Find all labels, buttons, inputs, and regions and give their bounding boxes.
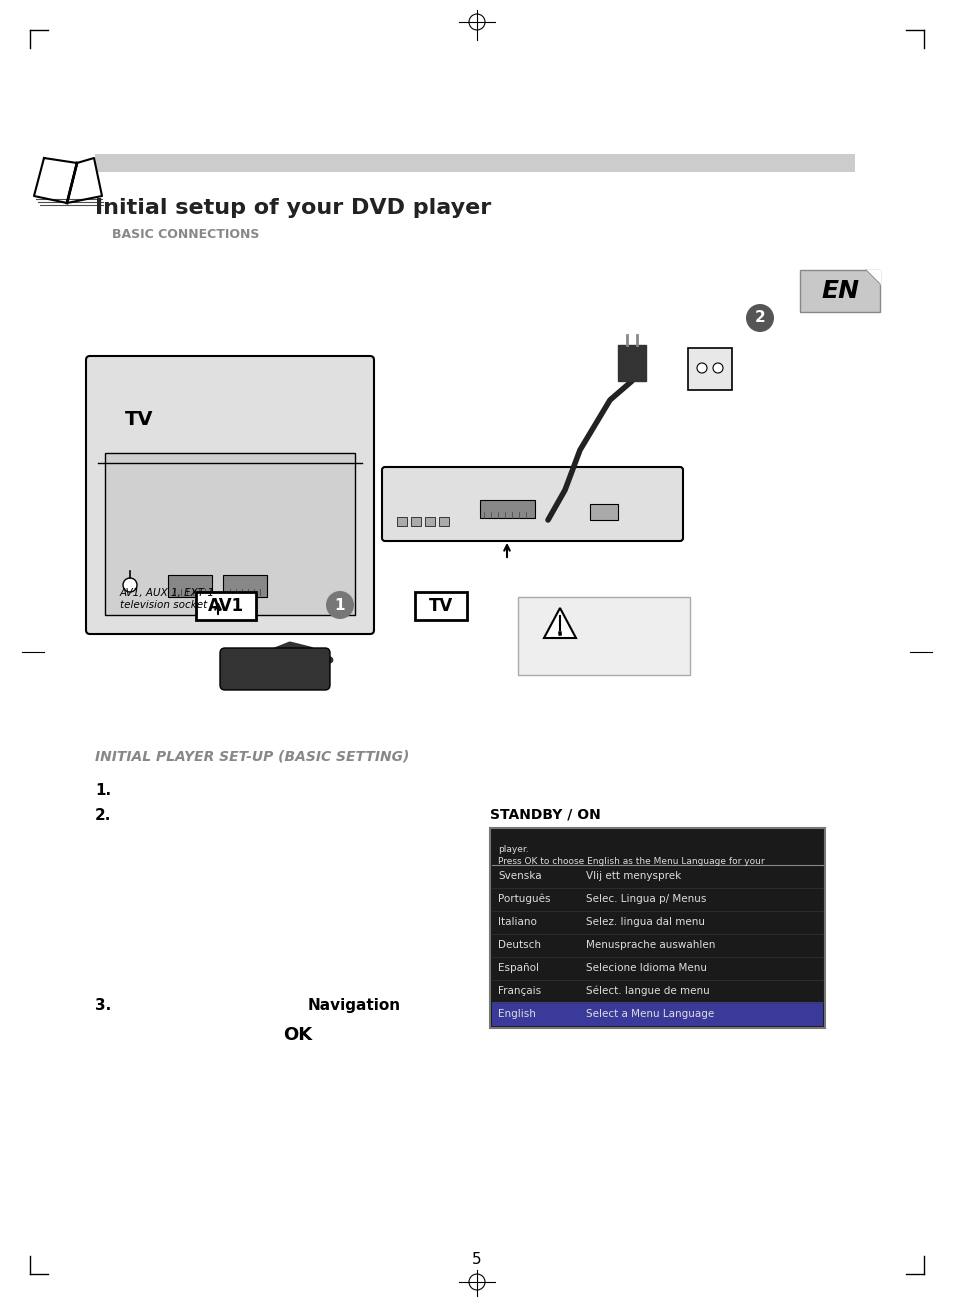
- Bar: [490, 828, 824, 1028]
- Text: AV1: AV1: [208, 597, 244, 615]
- FancyBboxPatch shape: [220, 648, 330, 690]
- Bar: [411, 516, 420, 526]
- FancyBboxPatch shape: [381, 467, 682, 541]
- Polygon shape: [34, 158, 77, 203]
- Bar: [396, 516, 407, 526]
- Bar: [438, 516, 449, 526]
- Text: Svenska: Svenska: [497, 871, 541, 882]
- Text: Italiano: Italiano: [497, 917, 537, 927]
- Text: Español: Español: [497, 962, 538, 973]
- Bar: [687, 348, 731, 390]
- Text: Navigation: Navigation: [308, 998, 400, 1013]
- Text: OK: OK: [283, 1026, 312, 1045]
- Text: Deutsch: Deutsch: [497, 940, 540, 951]
- Bar: [424, 516, 435, 526]
- Text: 1: 1: [335, 597, 345, 613]
- Text: Português: Português: [497, 893, 550, 904]
- Text: STANDBY / ON: STANDBY / ON: [490, 808, 600, 822]
- Text: TV: TV: [429, 597, 453, 615]
- Text: 3.: 3.: [95, 998, 112, 1013]
- Polygon shape: [67, 158, 102, 203]
- FancyBboxPatch shape: [86, 356, 374, 634]
- Bar: [168, 575, 212, 597]
- Text: Menusprache auswahlen: Menusprache auswahlen: [585, 940, 715, 951]
- Bar: [195, 592, 255, 619]
- Text: TV: TV: [125, 409, 153, 429]
- Bar: [479, 499, 535, 518]
- Text: Français: Français: [497, 986, 540, 996]
- Text: 1.: 1.: [95, 782, 111, 798]
- Bar: [95, 154, 854, 172]
- Text: Selez. lingua dal menu: Selez. lingua dal menu: [585, 917, 704, 927]
- Text: Vlij ett menysprek: Vlij ett menysprek: [585, 871, 680, 882]
- Text: English: English: [497, 1009, 536, 1018]
- Text: Sélect. langue de menu: Sélect. langue de menu: [585, 986, 709, 996]
- Text: Initial setup of your DVD player: Initial setup of your DVD player: [95, 198, 491, 218]
- Circle shape: [712, 363, 722, 373]
- Text: Press OK to choose English as the Menu Language for your: Press OK to choose English as the Menu L…: [497, 858, 763, 866]
- Polygon shape: [543, 608, 576, 638]
- Text: BASIC CONNECTIONS: BASIC CONNECTIONS: [112, 228, 259, 241]
- Circle shape: [123, 578, 137, 592]
- Polygon shape: [618, 346, 645, 381]
- Circle shape: [697, 363, 706, 373]
- Text: Select a Menu Language: Select a Menu Language: [585, 1009, 714, 1018]
- Bar: [517, 597, 689, 675]
- Bar: [492, 1001, 822, 1026]
- Text: 2: 2: [754, 310, 764, 326]
- Text: AV1, AUX 1, EXT 1
television socket: AV1, AUX 1, EXT 1 television socket: [120, 588, 214, 609]
- Circle shape: [326, 591, 354, 619]
- Bar: [589, 505, 618, 520]
- Text: 2.: 2.: [95, 808, 112, 823]
- Bar: [800, 270, 879, 312]
- Bar: [223, 575, 267, 597]
- Text: INITIAL PLAYER SET-UP (BASIC SETTING): INITIAL PLAYER SET-UP (BASIC SETTING): [95, 750, 409, 764]
- Text: Selec. Lingua p/ Menus: Selec. Lingua p/ Menus: [585, 895, 705, 904]
- Polygon shape: [865, 270, 879, 284]
- Circle shape: [745, 304, 773, 333]
- Text: EN: EN: [821, 279, 858, 303]
- Bar: [415, 592, 467, 619]
- Bar: [105, 452, 355, 615]
- Text: 5: 5: [472, 1253, 481, 1267]
- Text: Selecione Idioma Menu: Selecione Idioma Menu: [585, 962, 706, 973]
- Text: player.: player.: [497, 845, 528, 854]
